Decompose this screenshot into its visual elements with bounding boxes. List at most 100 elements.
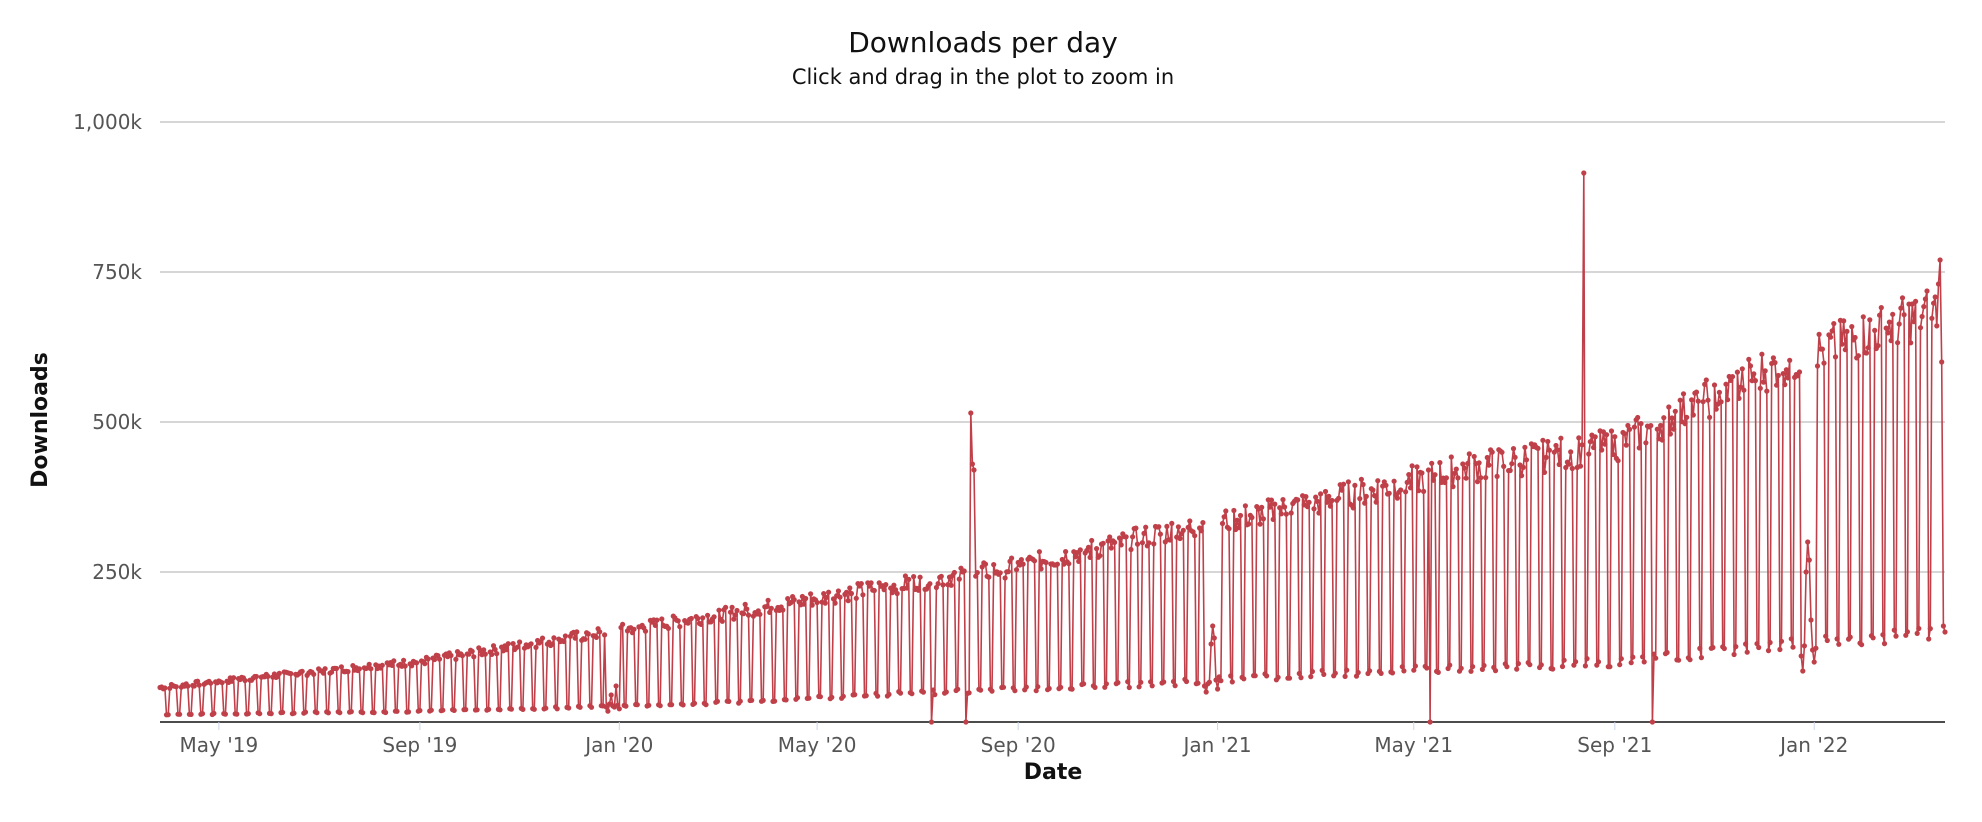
data-point[interactable] — [528, 641, 534, 647]
data-point[interactable] — [1731, 651, 1737, 658]
data-point[interactable] — [1615, 458, 1621, 464]
data-point[interactable] — [1744, 649, 1750, 655]
data-point[interactable] — [1345, 479, 1351, 485]
data-point[interactable] — [515, 644, 521, 650]
data-point[interactable] — [463, 706, 469, 713]
data-point[interactable] — [422, 661, 428, 667]
data-point[interactable] — [737, 698, 743, 704]
data-point[interactable] — [1344, 667, 1350, 673]
data-point[interactable] — [1100, 540, 1106, 546]
data-point[interactable] — [268, 711, 274, 717]
data-point[interactable] — [1643, 440, 1649, 446]
data-point[interactable] — [1180, 527, 1186, 534]
data-point[interactable] — [1208, 641, 1214, 647]
data-point[interactable] — [322, 666, 328, 672]
data-point[interactable] — [642, 628, 649, 634]
data-point[interactable] — [1757, 385, 1763, 391]
data-point[interactable] — [1798, 653, 1804, 659]
data-point[interactable] — [1283, 511, 1289, 517]
data-point[interactable] — [654, 617, 660, 623]
data-point[interactable] — [1432, 472, 1438, 478]
data-point[interactable] — [554, 706, 560, 712]
data-point[interactable] — [1306, 499, 1312, 505]
data-point[interactable] — [1324, 499, 1330, 505]
data-point[interactable] — [1839, 341, 1845, 347]
series-layer[interactable] — [157, 170, 1948, 725]
data-point[interactable] — [997, 570, 1003, 576]
data-point[interactable] — [1602, 441, 1608, 447]
data-point[interactable] — [494, 651, 500, 657]
data-point[interactable] — [1890, 311, 1896, 317]
data-point[interactable] — [817, 694, 824, 700]
data-point[interactable] — [1778, 638, 1785, 644]
data-point[interactable] — [503, 647, 510, 653]
data-point[interactable] — [1566, 461, 1572, 467]
data-point[interactable] — [1167, 537, 1173, 543]
data-point[interactable] — [1183, 678, 1190, 685]
data-point[interactable] — [1172, 683, 1178, 689]
data-point[interactable] — [1298, 675, 1304, 681]
data-point[interactable] — [1157, 531, 1163, 537]
data-point[interactable] — [803, 595, 809, 602]
data-point[interactable] — [1803, 569, 1809, 575]
data-point[interactable] — [1725, 397, 1731, 403]
data-point[interactable] — [1272, 501, 1278, 507]
data-point[interactable] — [549, 641, 555, 647]
data-point[interactable] — [1512, 454, 1518, 460]
data-point[interactable] — [1210, 623, 1216, 629]
data-point[interactable] — [881, 587, 887, 593]
data-point[interactable] — [1705, 397, 1711, 403]
data-point[interactable] — [1228, 673, 1234, 679]
data-point[interactable] — [1097, 553, 1103, 559]
data-point[interactable] — [826, 589, 832, 595]
data-point[interactable] — [1847, 634, 1853, 640]
data-point[interactable] — [1816, 331, 1822, 337]
data-point[interactable] — [1788, 636, 1794, 642]
data-point[interactable] — [1886, 319, 1892, 325]
data-point[interactable] — [1081, 681, 1087, 687]
data-point[interactable] — [1608, 428, 1615, 434]
data-point[interactable] — [1009, 555, 1015, 561]
data-point[interactable] — [1881, 641, 1888, 647]
data-point[interactable] — [428, 707, 434, 713]
data-point[interactable] — [257, 711, 263, 717]
data-point[interactable] — [1264, 673, 1270, 679]
data-point[interactable] — [1252, 673, 1258, 679]
data-point[interactable] — [1200, 520, 1206, 526]
data-point[interactable] — [320, 670, 327, 676]
data-point[interactable] — [1713, 406, 1719, 412]
data-point[interactable] — [1295, 497, 1301, 503]
data-point[interactable] — [338, 664, 344, 670]
data-point[interactable] — [1115, 680, 1121, 686]
data-point[interactable] — [1339, 487, 1345, 493]
data-point[interactable] — [1033, 688, 1039, 694]
data-point[interactable] — [1919, 313, 1925, 320]
data-point[interactable] — [1012, 688, 1018, 694]
data-point[interactable] — [1020, 561, 1026, 567]
data-point[interactable] — [1035, 684, 1041, 690]
data-point[interactable] — [847, 585, 853, 591]
data-point[interactable] — [196, 682, 202, 688]
data-point[interactable] — [383, 709, 389, 716]
data-point[interactable] — [1824, 637, 1830, 644]
data-point[interactable] — [1128, 546, 1134, 553]
data-point[interactable] — [405, 709, 412, 715]
data-point[interactable] — [1937, 257, 1943, 263]
data-point[interactable] — [1458, 665, 1464, 671]
data-point[interactable] — [1626, 426, 1633, 432]
data-point[interactable] — [1483, 475, 1489, 481]
data-point[interactable] — [821, 591, 827, 597]
data-point[interactable] — [1005, 569, 1012, 575]
data-point[interactable] — [302, 709, 309, 715]
data-point[interactable] — [1666, 404, 1672, 410]
data-point[interactable] — [832, 600, 838, 606]
data-point[interactable] — [705, 612, 711, 618]
data-point[interactable] — [809, 602, 815, 608]
data-point[interactable] — [276, 670, 282, 677]
data-point[interactable] — [956, 576, 962, 582]
data-point[interactable] — [1478, 475, 1484, 481]
data-point[interactable] — [734, 607, 740, 614]
data-point[interactable] — [623, 703, 629, 709]
data-point[interactable] — [337, 710, 343, 716]
data-point[interactable] — [1561, 657, 1567, 663]
